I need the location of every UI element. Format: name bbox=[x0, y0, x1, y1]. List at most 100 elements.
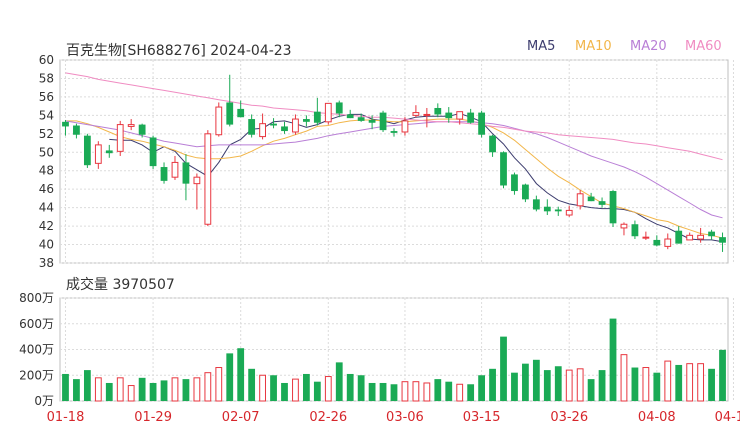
price-tick-label: 42 bbox=[39, 219, 54, 233]
candle-body bbox=[532, 199, 540, 210]
candle-body bbox=[73, 125, 80, 135]
candle bbox=[138, 123, 146, 138]
volume-tick-label: 800万 bbox=[19, 291, 54, 305]
price-tick-label: 52 bbox=[39, 127, 54, 141]
volume-bar bbox=[193, 377, 201, 402]
candle-body bbox=[543, 206, 551, 212]
candle-body bbox=[598, 201, 606, 205]
candle bbox=[664, 233, 672, 250]
price-tick-label: 60 bbox=[39, 53, 54, 67]
candle-body bbox=[116, 124, 124, 152]
volume-bar bbox=[237, 348, 245, 401]
volume-bar bbox=[412, 381, 420, 402]
candle-body bbox=[554, 209, 562, 212]
candle bbox=[160, 162, 168, 184]
candle bbox=[576, 190, 584, 210]
volume-bar bbox=[401, 381, 409, 402]
candle-body bbox=[664, 238, 672, 247]
candle bbox=[83, 133, 91, 168]
candle-body bbox=[182, 162, 190, 184]
candle bbox=[270, 118, 277, 129]
legend-ma60: MA60 bbox=[685, 39, 722, 54]
candle bbox=[226, 74, 234, 127]
volume-bar bbox=[511, 372, 518, 401]
candle bbox=[193, 173, 201, 210]
volume-bar bbox=[423, 382, 431, 402]
volume-bar bbox=[532, 359, 540, 401]
volume-bar bbox=[105, 382, 113, 401]
candle bbox=[281, 121, 288, 134]
candle-body bbox=[631, 224, 639, 237]
volume-tick-label: 400万 bbox=[19, 343, 54, 357]
candle bbox=[653, 235, 661, 247]
candle-body bbox=[620, 223, 628, 229]
candle-body bbox=[215, 106, 223, 136]
volume-bar bbox=[445, 381, 453, 401]
price-tick-label: 46 bbox=[39, 182, 54, 196]
volume-bar bbox=[708, 368, 715, 401]
candle bbox=[565, 205, 573, 217]
chart-title: 百克生物[SH688276] 2024-04-23 bbox=[66, 43, 292, 59]
candle-body bbox=[587, 196, 595, 202]
volume-bar bbox=[357, 375, 365, 401]
volume-bar bbox=[576, 368, 584, 402]
date-axis: 01-18 01-29 02-07 02-26 03-06 03-15 03-26 04-08… bbox=[47, 410, 740, 425]
candle-body bbox=[346, 114, 354, 119]
ma-line-ma5 bbox=[109, 112, 723, 243]
candle-body bbox=[565, 209, 573, 216]
candle bbox=[445, 107, 453, 123]
price-tick-label: 50 bbox=[39, 145, 54, 159]
volume-bar bbox=[467, 384, 475, 401]
price-tick-label: 58 bbox=[39, 71, 54, 85]
volume-bar bbox=[182, 379, 190, 401]
candle bbox=[708, 229, 715, 240]
candle bbox=[357, 113, 365, 122]
volume-bar bbox=[335, 362, 343, 401]
price-tick-label: 48 bbox=[39, 164, 54, 178]
price-tick-label: 38 bbox=[39, 256, 54, 270]
candle bbox=[324, 102, 332, 125]
candle bbox=[379, 110, 387, 132]
price-tick-label: 44 bbox=[39, 201, 54, 215]
candle-body bbox=[642, 236, 650, 239]
candle-body bbox=[576, 193, 584, 207]
volume-bar bbox=[379, 382, 387, 401]
volume-bar bbox=[270, 375, 277, 401]
candle bbox=[620, 222, 628, 236]
volume-bar bbox=[664, 360, 672, 402]
candle-body bbox=[401, 120, 409, 133]
candle-body bbox=[149, 137, 157, 167]
candle-body bbox=[259, 123, 266, 138]
candle bbox=[346, 109, 354, 119]
candle bbox=[390, 128, 398, 137]
candle bbox=[500, 151, 507, 189]
date-tick-label: 02-26 bbox=[309, 410, 347, 425]
volume-bar bbox=[653, 372, 661, 401]
volume-bar bbox=[522, 363, 529, 401]
volume-tick-label: 0万 bbox=[34, 394, 54, 408]
volume-bar bbox=[434, 379, 442, 401]
volume-bar bbox=[609, 318, 617, 401]
volume-bar bbox=[543, 370, 551, 401]
volume-tick-label: 600万 bbox=[19, 317, 54, 331]
candle bbox=[171, 155, 179, 180]
candle-body bbox=[248, 119, 256, 135]
candle-body bbox=[522, 184, 529, 200]
volume-bar bbox=[587, 379, 595, 401]
volume-bar bbox=[226, 353, 234, 401]
ma-line-ma60 bbox=[65, 72, 723, 161]
volume-bar bbox=[554, 366, 562, 401]
volume-bar bbox=[127, 385, 135, 402]
candle-body bbox=[292, 118, 299, 133]
candle bbox=[609, 190, 617, 228]
candle-body bbox=[138, 124, 146, 135]
date-tick-label: 01-29 bbox=[134, 410, 172, 425]
ma-line-ma20 bbox=[65, 120, 723, 219]
volume-bar bbox=[686, 363, 694, 402]
candle-body bbox=[445, 112, 453, 119]
candle-body bbox=[270, 123, 277, 126]
price-tick-label: 40 bbox=[39, 238, 54, 252]
candle bbox=[522, 183, 529, 203]
